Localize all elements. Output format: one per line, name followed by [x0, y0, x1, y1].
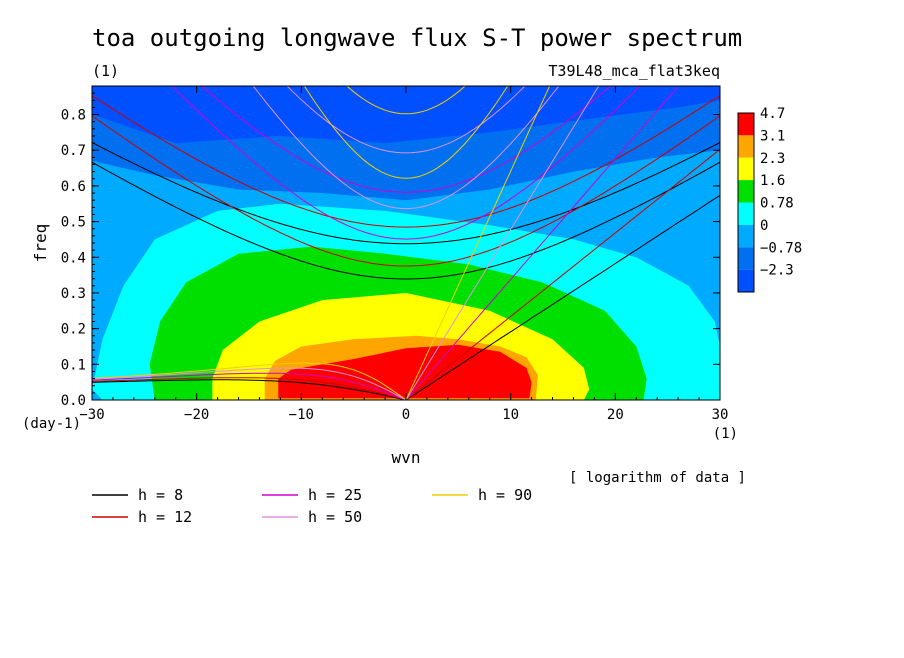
legend-label: h = 90: [478, 486, 532, 504]
gravity-curve-n1-h=12: [92, 115, 720, 267]
y-axis-unit: (day-1): [22, 416, 81, 432]
contour-fills: [92, 86, 720, 400]
kelvin-curve-h=12: [405, 148, 720, 400]
gravity-curve-n2-h=50: [286, 86, 526, 154]
kelvin-curve-h=50: [405, 86, 600, 400]
x-tick-label: 30: [712, 407, 729, 423]
legend-label: h = 50: [308, 508, 362, 526]
rossby-curve-h=8: [92, 379, 407, 400]
chart-title: toa outgoing longwave flux S-T power spe…: [92, 24, 742, 52]
y-tick-label: 0.5: [61, 215, 86, 231]
y-tick-label: 0.8: [61, 108, 86, 124]
colorbar-swatch: [738, 135, 754, 158]
rossby-curve-h=90: [92, 362, 407, 400]
x-tick-label: −10: [289, 407, 314, 423]
colorbar-label: −2.3: [760, 263, 794, 279]
dispersion-curves: [92, 86, 720, 400]
x-tick-label: 20: [607, 407, 624, 423]
legend: h = 8 h = 12 h = 25 h = 50 h = 90: [92, 486, 532, 526]
x-tick-label: 0: [402, 407, 410, 423]
y-tick-label: 0.1: [61, 357, 86, 373]
colorbar-label: 0.78: [760, 196, 794, 212]
y-tick-label: 0.2: [61, 322, 86, 338]
colorbar-label: 0: [760, 218, 768, 234]
colorbar-swatch: [738, 224, 754, 248]
kelvin-curve-h=25: [405, 86, 680, 400]
legend-label: h = 12: [138, 508, 192, 526]
colorbar-swatch: [738, 180, 754, 203]
y-tick-label: 0.0: [61, 393, 86, 409]
colorbar-swatch: [738, 247, 754, 270]
y-axis-label: freq: [31, 224, 50, 263]
colorbar-label: −0.78: [760, 240, 802, 256]
x-axis: −30 −20 −10 0 10 20 30: [79, 86, 728, 423]
colorbar-swatch: [738, 269, 754, 292]
y-tick-label: 0.7: [61, 143, 86, 159]
gravity-curve-n2-h=8: [92, 142, 720, 245]
x-tick-label: −20: [184, 407, 209, 423]
colorbar-label: 2.3: [760, 151, 785, 167]
y-axis: 0.0 0.1 0.2 0.3 0.4 0.5 0.6 0.7 0.8: [61, 85, 720, 409]
gravity-curve-n2-h=90: [346, 86, 466, 115]
gravity-curve-n1-h=25: [171, 86, 641, 240]
legend-label: h = 25: [308, 486, 362, 504]
colorbar-frame: [737, 112, 755, 293]
y-tick-label: 0.6: [61, 179, 86, 195]
colorbar-swatch: [738, 113, 754, 136]
chart-subtitle-right: T39L48_mca_flat3keq: [548, 62, 720, 80]
gravity-curve-n1-h=8: [92, 161, 720, 280]
data-note: [ logarithm of data ]: [569, 470, 746, 486]
x-axis-unit: (1): [713, 426, 738, 442]
colorbar-label: 4.7: [760, 106, 785, 122]
gravity-curve-n1-h=90: [303, 86, 509, 179]
y-tick-label: 0.3: [61, 286, 86, 302]
x-tick-label: −30: [79, 407, 104, 423]
colorbar-swatch: [738, 202, 754, 225]
colorbar-label: 3.1: [760, 128, 785, 144]
gravity-curve-n1-h=50: [252, 86, 560, 210]
colorbar-swatch: [738, 157, 754, 181]
kelvin-curve-h=90: [405, 86, 551, 400]
x-tick-label: 10: [502, 407, 519, 423]
rossby-curve-h=12: [92, 377, 407, 400]
rossby-curve-h=25: [92, 372, 407, 400]
x-axis-label: wvn: [392, 448, 421, 467]
y-tick-label: 0.4: [61, 250, 86, 266]
colorbar: 4.7 3.1 2.3 1.6 0.78 0 −0.78 −2.3: [737, 106, 802, 293]
rossby-curve-h=50: [92, 367, 407, 400]
kelvin-curve-h=8: [405, 194, 720, 400]
gravity-curve-n2-h=25: [200, 86, 612, 193]
chart-subtitle-left: (1): [92, 62, 119, 80]
colorbar-label: 1.6: [760, 173, 785, 189]
legend-label: h = 8: [138, 486, 183, 504]
